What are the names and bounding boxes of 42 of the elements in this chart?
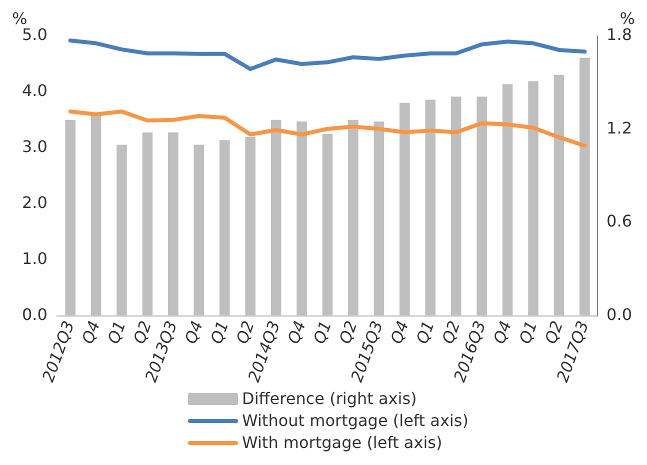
- y2-tick-label: 0.6: [606, 212, 632, 231]
- bar: [116, 144, 127, 316]
- bar: [219, 140, 230, 316]
- bar: [580, 58, 590, 316]
- bar: [450, 96, 462, 316]
- y-tick-label: 3.0: [22, 137, 48, 156]
- x-tick-label: Q4: [78, 318, 104, 346]
- x-tick-label: Q1: [206, 318, 232, 346]
- bar: [90, 115, 102, 316]
- bar: [425, 100, 436, 316]
- y-tick-label: 2.0: [22, 193, 48, 212]
- bar: [322, 134, 333, 316]
- bar: [270, 120, 282, 316]
- bar: [194, 144, 204, 316]
- x-tick-label: Q4: [386, 318, 412, 346]
- legend-label: Without mortgage (left axis): [242, 410, 468, 432]
- legend-label: With mortgage (left axis): [242, 432, 442, 454]
- bar: [476, 96, 487, 316]
- bar: [554, 74, 564, 316]
- legend-label: Difference (right axis): [242, 388, 417, 410]
- y-tick-label: 4.0: [22, 81, 48, 100]
- y-tick-label: 1.0: [22, 248, 48, 268]
- bar: [142, 132, 153, 316]
- bar: [374, 121, 384, 316]
- bar: [65, 120, 76, 316]
- bar: [528, 81, 538, 316]
- x-tick-label: Q1: [310, 318, 336, 346]
- x-tick-label: Q4: [284, 318, 310, 346]
- x-tick-label: Q1: [104, 318, 130, 346]
- y2-tick-label: 0.0: [606, 304, 632, 324]
- x-tick-label: Q1: [412, 318, 438, 346]
- y-tick-label: 0.0: [22, 304, 48, 324]
- x-tick-label: Q4: [180, 318, 207, 346]
- y2-tick-label: 1.2: [606, 118, 632, 138]
- x-tick-label: Q4: [490, 318, 516, 346]
- bar: [168, 132, 178, 316]
- bar: [296, 121, 307, 316]
- bar: [502, 84, 513, 316]
- x-tick-label: Q1: [515, 318, 541, 346]
- bar: [245, 137, 256, 316]
- bar: [400, 102, 410, 316]
- bar: [348, 120, 358, 316]
